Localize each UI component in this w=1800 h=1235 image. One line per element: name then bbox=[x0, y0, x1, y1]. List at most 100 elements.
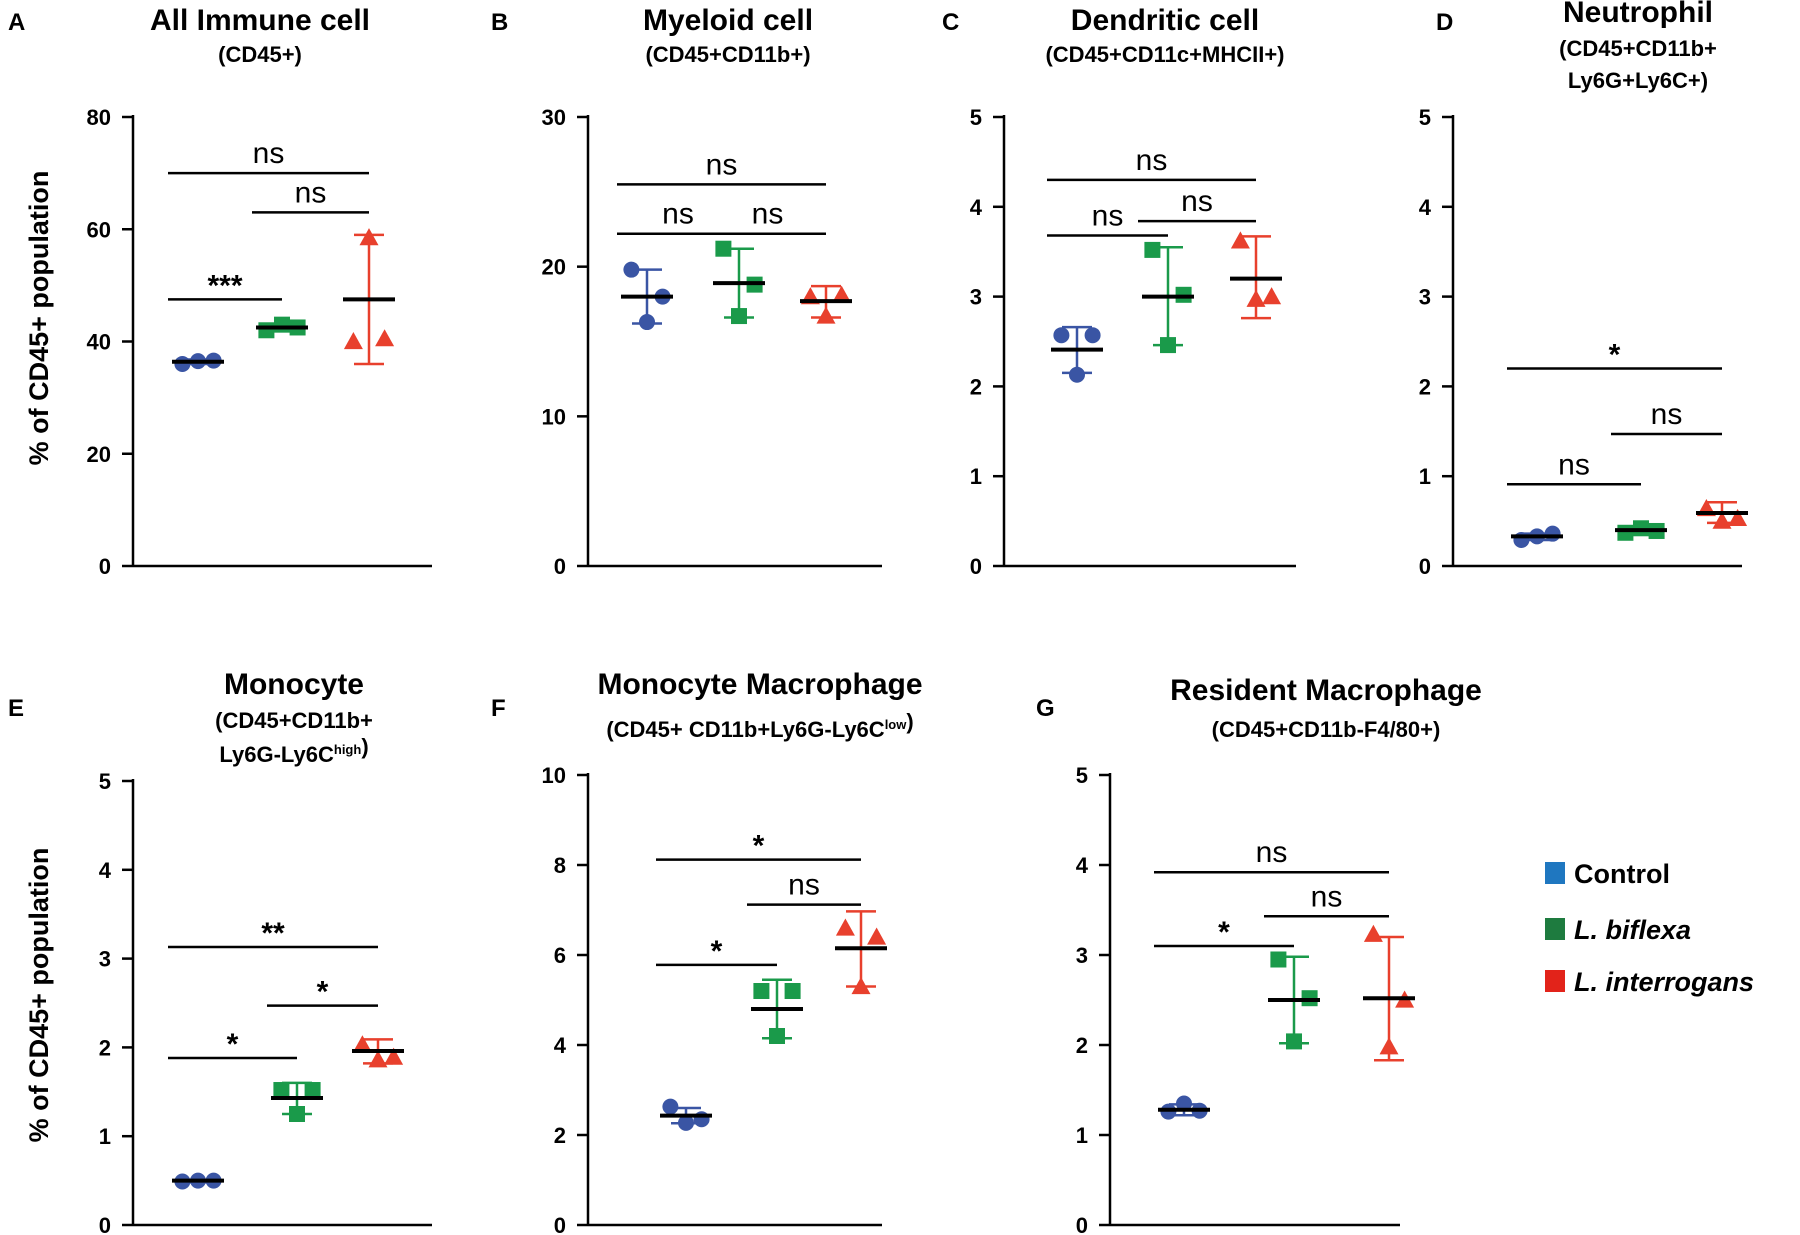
panel-g-series-control bbox=[1158, 1095, 1210, 1120]
panel-f-series-control bbox=[660, 1098, 712, 1131]
panel-e-y-label: % of CD45+ population bbox=[24, 848, 54, 1143]
panel-f-series-interrogans bbox=[835, 910, 887, 995]
panel-g-comparison-0-label: * bbox=[1218, 916, 1230, 949]
panel-f-tick-label-2: 2 bbox=[554, 1123, 566, 1148]
panel-a-tick-label-40: 40 bbox=[87, 330, 111, 355]
panel-b-tick-label-30: 30 bbox=[542, 105, 566, 130]
panel-a-comparison-0-label: *** bbox=[207, 269, 242, 302]
legend-item-l-biflexa: L. biflexa bbox=[1545, 915, 1691, 945]
panel-f-tick-label-6: 6 bbox=[554, 943, 566, 968]
panel-f-control-point-0 bbox=[662, 1098, 679, 1115]
panel-f-series-biflexa bbox=[751, 978, 803, 1044]
panel-c-tick-label-0: 0 bbox=[970, 554, 982, 579]
panel-d-series-control bbox=[1511, 525, 1563, 548]
panel-c-comparison-2-label: ns bbox=[1136, 144, 1168, 177]
panel-e-biflexa-point-1 bbox=[289, 1106, 305, 1122]
legend-label-l-interrogans: L. interrogans bbox=[1574, 967, 1754, 997]
panel-b-tick-label-10: 10 bbox=[542, 404, 566, 429]
panel-b-tick-label-0: 0 bbox=[554, 554, 566, 579]
panel-g: G Resident Macrophage (CD45+CD11b-F4/80+) 0… bbox=[1036, 674, 1482, 1235]
panel-f-tick-label-0: 0 bbox=[554, 1213, 566, 1235]
panel-b-interrogans-point-1 bbox=[816, 306, 836, 324]
panel-b-title: Myeloid cell bbox=[643, 4, 813, 37]
legend-swatch-l-interrogans bbox=[1545, 970, 1565, 992]
panel-c-control-point-0 bbox=[1053, 327, 1070, 344]
panel-c-series-biflexa bbox=[1142, 241, 1194, 354]
panel-c-comparison-1-label: ns bbox=[1181, 185, 1213, 218]
panel-g-interrogans-point-1 bbox=[1379, 1037, 1399, 1055]
panel-g-comparison-2-label: ns bbox=[1256, 836, 1288, 869]
panel-d: D Neutrophil (CD45+CD11b+ Ly6G+Ly6C+) 0 1 2 3 4 5… bbox=[1419, 0, 1748, 579]
panel-b-biflexa-point-0 bbox=[715, 240, 732, 257]
panel-d-letter: D bbox=[1436, 9, 1453, 36]
panel-d-tick-label-3: 3 bbox=[1419, 285, 1431, 310]
panel-c-tick-label-2: 2 bbox=[970, 374, 982, 399]
panel-a: A All Immune cell (CD45+) 0 20 40 60 80 % of CD4… bbox=[8, 4, 432, 579]
panel-g-interrogans-point-0 bbox=[1363, 924, 1383, 942]
panel-a-letter: A bbox=[8, 9, 25, 36]
panel-c-interrogans-point-1 bbox=[1246, 289, 1266, 307]
panel-e-series-interrogans bbox=[352, 1035, 404, 1068]
panel-c-subtitle-0: (CD45+CD11c+MHCII+) bbox=[1045, 42, 1284, 67]
panel-c-tick-label-5: 5 bbox=[970, 105, 982, 130]
panel-a-series-control bbox=[172, 352, 224, 372]
panel-g-subtitle-0: (CD45+CD11b-F4/80+) bbox=[1212, 717, 1441, 742]
panel-b-tick-label-20: 20 bbox=[542, 255, 566, 280]
panel-c-control-point-1 bbox=[1069, 366, 1085, 383]
panel-b-series-biflexa bbox=[713, 240, 765, 325]
panel-c-biflexa-point-1 bbox=[1160, 337, 1176, 354]
panel-b-control-point-1 bbox=[639, 314, 655, 331]
legend-label-l-biflexa: L. biflexa bbox=[1574, 915, 1691, 945]
panel-d-control-point-0 bbox=[1513, 531, 1530, 548]
panel-a-tick-label-80: 80 bbox=[87, 105, 111, 130]
panel-a-biflexa-point-0 bbox=[258, 322, 275, 339]
panel-c-biflexa-point-0 bbox=[1144, 241, 1161, 258]
panel-a-tick-label-0: 0 bbox=[99, 554, 111, 579]
panel-d-tick-label-0: 0 bbox=[1419, 554, 1431, 579]
panel-e-series-control bbox=[172, 1172, 224, 1190]
panel-b-comparison-1-label: ns bbox=[752, 198, 784, 231]
panel-c-tick-label-3: 3 bbox=[970, 285, 982, 310]
panel-b-control-point-0 bbox=[623, 261, 640, 278]
panel-f-interrogans-point-2 bbox=[867, 927, 887, 945]
panel-d-tick-label-5: 5 bbox=[1419, 105, 1431, 130]
panel-c: C Dendritic cell (CD45+CD11c+MHCII+) 0 1 2 3 4 5… bbox=[942, 4, 1296, 579]
panel-b-series-interrogans bbox=[800, 284, 852, 324]
panel-c-tick-label-4: 4 bbox=[970, 195, 983, 220]
panel-e-tick-label-4: 4 bbox=[99, 858, 112, 883]
panel-c-control-point-2 bbox=[1084, 327, 1101, 344]
panel-g-tick-label-3: 3 bbox=[1076, 943, 1088, 968]
panel-a-biflexa-point-1 bbox=[274, 316, 290, 333]
panel-a-subtitle-0: (CD45+) bbox=[218, 42, 302, 67]
legend-item-l-interrogans: L. interrogans bbox=[1545, 967, 1754, 997]
panel-a-comparison-1-label: ns bbox=[295, 176, 327, 209]
panel-e-interrogans-point-1 bbox=[368, 1050, 388, 1068]
panel-f-interrogans-point-0 bbox=[835, 918, 855, 936]
panel-g-series-interrogans bbox=[1363, 924, 1415, 1062]
panel-a-y-label: % of CD45+ population bbox=[24, 171, 54, 466]
panel-c-letter: C bbox=[942, 9, 959, 36]
panel-g-biflexa-point-0 bbox=[1270, 951, 1287, 968]
panel-b-series-control bbox=[621, 261, 673, 331]
panel-e-comparison-1-label: * bbox=[317, 976, 329, 1009]
panel-e-tick-label-5: 5 bbox=[99, 769, 111, 794]
panel-d-interrogans-point-1 bbox=[1712, 511, 1732, 529]
legend-swatch-l-biflexa bbox=[1545, 918, 1565, 940]
legend-item-control: Control bbox=[1545, 859, 1670, 889]
panel-f-tick-label-10: 10 bbox=[542, 763, 566, 788]
panel-f-comparison-2-label: * bbox=[753, 830, 765, 863]
panel-a-comparison-2-label: ns bbox=[253, 137, 285, 170]
panel-g-tick-label-1: 1 bbox=[1076, 1123, 1088, 1148]
panel-f-biflexa-point-0 bbox=[753, 983, 770, 999]
panel-e-tick-label-1: 1 bbox=[99, 1124, 111, 1149]
panel-d-tick-label-4: 4 bbox=[1419, 195, 1432, 220]
panel-e-tick-label-3: 3 bbox=[99, 947, 111, 972]
panel-g-comparison-1-label: ns bbox=[1311, 880, 1343, 913]
panel-f-subtitle-0: (CD45+ CD11b+Ly6G-Ly6Clow) bbox=[606, 709, 913, 742]
legend: Control L. biflexa L. interrogans bbox=[1545, 859, 1754, 997]
panel-g-series-biflexa bbox=[1268, 951, 1320, 1050]
panel-b-biflexa-point-1 bbox=[731, 308, 747, 325]
panel-d-title: Neutrophil bbox=[1563, 0, 1713, 29]
